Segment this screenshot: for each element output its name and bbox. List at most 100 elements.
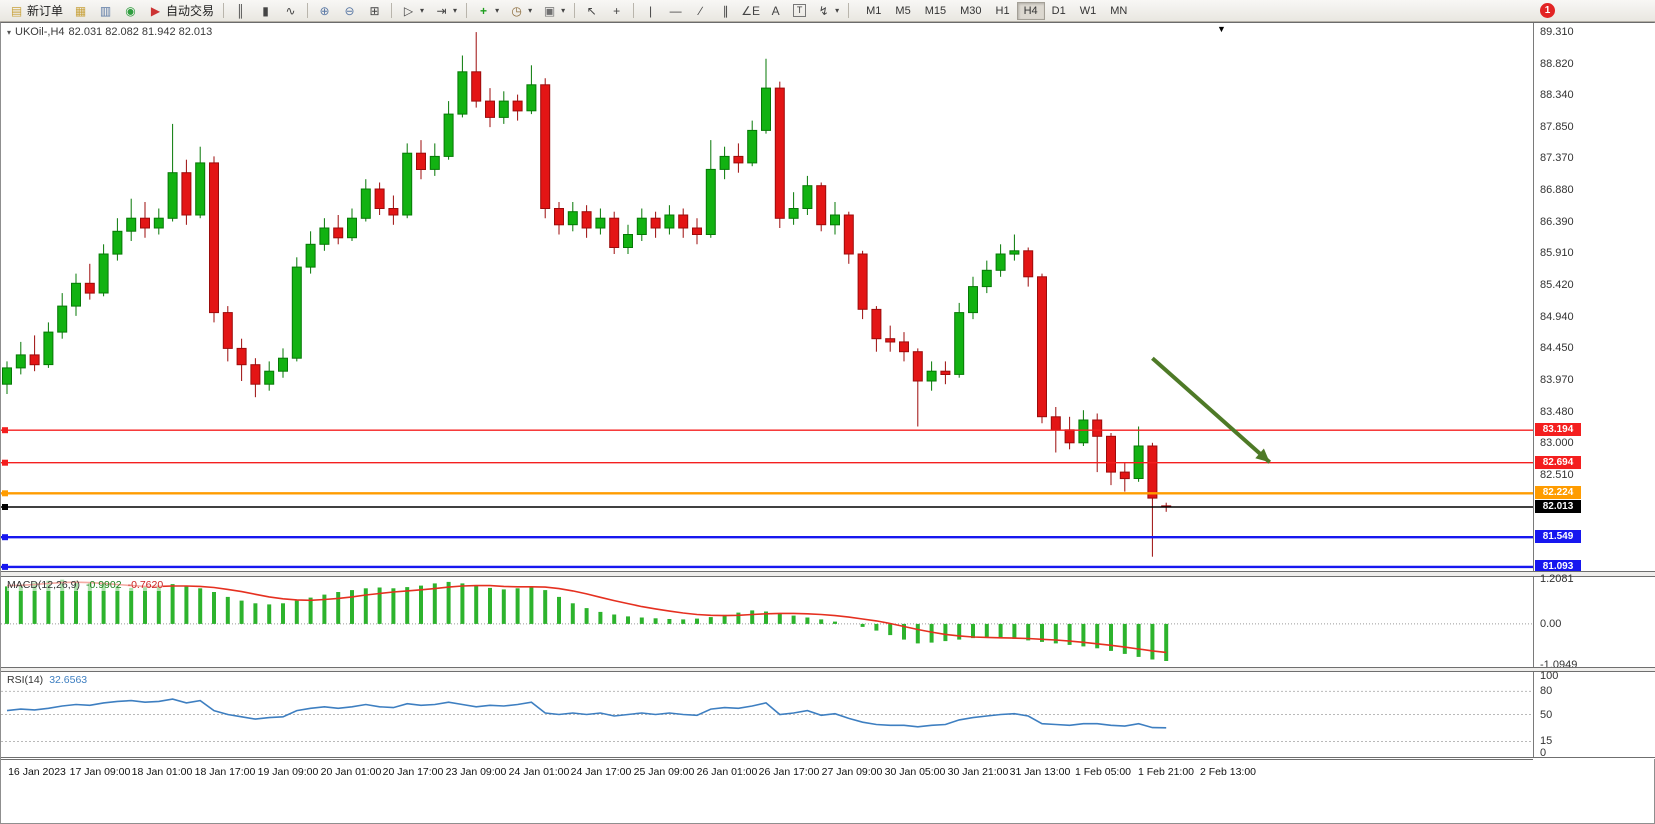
rsi-tick: 80: [1540, 685, 1553, 697]
panel-divider[interactable]: [1, 667, 1655, 672]
macd-signal-value: -0.7620: [127, 579, 164, 591]
rsi-tick: 50: [1540, 709, 1553, 721]
timeframe-H4-button[interactable]: H4: [1016, 1, 1045, 20]
shapes-icon: ↯: [818, 3, 829, 18]
timeframe-M1-button[interactable]: M1: [859, 2, 888, 20]
macd-tick: 0.00: [1540, 618, 1562, 630]
timeframe-MN-button[interactable]: MN: [1103, 2, 1134, 20]
time-label: 2 Feb 13:00: [1199, 766, 1257, 778]
collapse-icon[interactable]: ▾: [7, 27, 12, 37]
chevron-down-icon: ▾: [835, 6, 840, 15]
rsi-tick: 100: [1540, 670, 1559, 682]
cursor-tool-button[interactable]: ↖: [579, 1, 604, 21]
time-label: 31 Jan 13:00: [1009, 766, 1071, 778]
chart-shift-marker-icon[interactable]: ▼: [1217, 24, 1226, 34]
shapes-tool-button[interactable]: ↯ ▾: [811, 1, 844, 21]
price-tick: 84.450: [1540, 342, 1574, 354]
fibonacci-icon: ∠E: [741, 3, 760, 18]
toolbar-separator: [223, 3, 225, 18]
time-label: 18 Jan 01:00: [131, 766, 193, 778]
periods-button[interactable]: ◷ ▾: [504, 1, 537, 21]
text-tool-button[interactable]: A: [763, 1, 788, 21]
text-tool-icon: A: [771, 3, 780, 18]
new-chart-icon: ▦: [74, 3, 87, 18]
price-line-label: 83.194: [1535, 423, 1581, 436]
line-chart-button[interactable]: ∿: [278, 1, 303, 21]
time-label: 24 Jan 01:00: [508, 766, 570, 778]
profiles-button[interactable]: ▥: [93, 1, 118, 21]
new-chart-button[interactable]: ▦: [68, 1, 93, 21]
profiles-icon: ▥: [99, 3, 112, 18]
price-tick: 84.940: [1540, 311, 1574, 323]
notification-badge[interactable]: 1: [1540, 3, 1555, 18]
rsi-panel[interactable]: [1, 672, 1533, 757]
time-label: 17 Jan 09:00: [69, 766, 131, 778]
timeframe-M30-button[interactable]: M30: [953, 2, 988, 20]
bar-chart-button[interactable]: ║: [228, 1, 253, 21]
macd-tick: 1.2081: [1540, 573, 1574, 585]
price-tick: 88.340: [1540, 89, 1574, 101]
toolbar: ▤ 新订单 ▦ ▥ ◉ ▶ 自动交易 ║ ▮ ∿ ⊕ ⊖ ⊞ ▷ ▾ ⇥ ▾: [0, 0, 1655, 22]
timeframe-M5-button[interactable]: M5: [888, 2, 917, 20]
vertical-line-tool-button[interactable]: |: [638, 1, 663, 21]
toolbar-separator: [466, 3, 468, 18]
price-tick: 88.820: [1540, 58, 1574, 70]
templates-button[interactable]: ▣ ▾: [537, 1, 570, 21]
timeframe-W1-button[interactable]: W1: [1073, 2, 1104, 20]
auto-trading-button[interactable]: ▶ 自动交易: [143, 1, 219, 21]
new-order-icon: ▤: [10, 3, 23, 18]
indicators-button[interactable]: + ▾: [471, 1, 504, 21]
timeframe-D1-button[interactable]: D1: [1045, 2, 1073, 20]
cursor-icon: ↖: [586, 3, 597, 18]
time-axis[interactable]: 16 Jan 2023 17 Jan 09:00 18 Jan 01:00 18 Ja…: [1, 759, 1533, 783]
macd-axis[interactable]: 1.2081 0.00 -1.0949: [1533, 573, 1655, 671]
text-label-tool-button[interactable]: T: [788, 1, 811, 21]
price-tick: 85.420: [1540, 279, 1574, 291]
horizontal-line-tool-button[interactable]: —: [663, 1, 688, 21]
chevron-down-icon: ▾: [528, 6, 533, 15]
channel-tool-button[interactable]: ∥: [713, 1, 738, 21]
timeframe-toolbar: M1 M5 M15 M30 H1 H4 D1 W1 MN: [859, 1, 1134, 20]
crosshair-icon: +: [613, 3, 621, 18]
timeframe-M15-button[interactable]: M15: [918, 2, 953, 20]
macd-label: MACD(12,26,9) -0.9902 -0.7620: [7, 579, 164, 591]
chevron-down-icon: ▾: [561, 6, 566, 15]
timeframe-H1-button[interactable]: H1: [989, 2, 1017, 20]
auto-trading-icon: ▶: [150, 3, 161, 18]
rsi-axis[interactable]: 100 80 50 15 0: [1533, 670, 1655, 759]
price-line-label: 82.694: [1535, 456, 1581, 469]
price-tick: 89.310: [1540, 26, 1574, 38]
chart-window[interactable]: ▾ UKOil-,H4 82.031 82.082 81.942 82.013 …: [0, 22, 1655, 824]
auto-scroll-button[interactable]: ▷ ▾: [396, 1, 429, 21]
time-label: 27 Jan 09:00: [821, 766, 883, 778]
zoom-out-button[interactable]: ⊖: [337, 1, 362, 21]
zoom-in-button[interactable]: ⊕: [312, 1, 337, 21]
tile-windows-button[interactable]: ⊞: [362, 1, 387, 21]
macd-panel[interactable]: [1, 577, 1533, 667]
time-label: 16 Jan 2023: [8, 766, 66, 778]
refresh-icon: ◉: [125, 3, 136, 18]
chevron-down-icon: ▾: [453, 6, 458, 15]
price-tick: 85.910: [1540, 247, 1574, 259]
time-label: 30 Jan 05:00: [884, 766, 946, 778]
price-line-label: 81.093: [1535, 560, 1581, 573]
panel-divider[interactable]: [1, 571, 1655, 577]
crosshair-tool-button[interactable]: +: [604, 1, 629, 21]
refresh-button[interactable]: ◉: [118, 1, 143, 21]
time-label: 26 Jan 01:00: [696, 766, 758, 778]
new-order-button[interactable]: ▤ 新订单: [4, 1, 68, 21]
rsi-name: RSI(14): [7, 674, 44, 686]
time-label: 18 Jan 17:00: [194, 766, 256, 778]
fibonacci-tool-button[interactable]: ∠E: [738, 1, 763, 21]
toolbar-separator: [574, 3, 576, 18]
chart-shift-button[interactable]: ⇥ ▾: [429, 1, 462, 21]
toolbar-separator: [848, 3, 850, 18]
price-tick: 86.880: [1540, 184, 1574, 196]
price-tick: 82.510: [1540, 469, 1574, 481]
candlestick-chart-button[interactable]: ▮: [253, 1, 278, 21]
price-tick: 83.000: [1540, 437, 1574, 449]
price-chart[interactable]: [1, 23, 1533, 571]
trendline-tool-button[interactable]: ∕: [688, 1, 713, 21]
price-axis[interactable]: 89.310 88.820 88.340 87.850 87.370 86.880 86.3…: [1533, 23, 1655, 573]
toolbar-right: 1: [1540, 3, 1555, 18]
